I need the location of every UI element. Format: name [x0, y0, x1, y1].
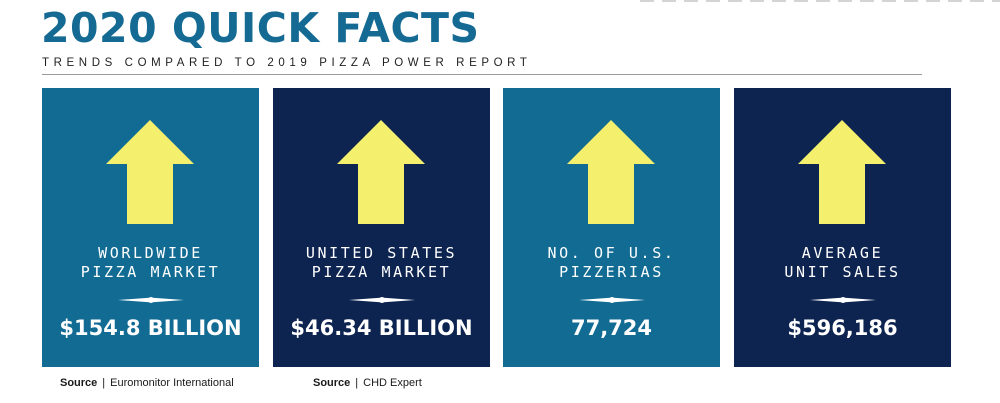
- fact-card-value: $596,186: [787, 316, 898, 340]
- up-arrow-icon: [798, 120, 886, 224]
- fact-card-label-line: UNIT SALES: [784, 263, 901, 281]
- up-arrow-icon: [106, 120, 194, 224]
- fact-card-label: UNITED STATES PIZZA MARKET: [273, 244, 490, 282]
- up-arrow-icon: [337, 120, 425, 224]
- source-name: Euromonitor International: [110, 377, 234, 389]
- page-title: 2020 QUICK FACTS: [41, 4, 480, 52]
- up-arrow-icon: [567, 120, 655, 224]
- ornamental-divider: [579, 297, 645, 303]
- fact-card-label-line: PIZZERIAS: [559, 263, 664, 281]
- fact-card-label-line: WORLDWIDE: [98, 244, 203, 262]
- fact-card-label: NO. OF U.S. PIZZERIAS: [503, 244, 720, 282]
- source-separator: |: [355, 377, 359, 389]
- source-key: Source: [313, 377, 351, 389]
- ornamental-divider: [349, 297, 415, 303]
- fact-card-label-line: PIZZA MARKET: [80, 263, 221, 281]
- fact-card-label-line: NO. OF U.S.: [547, 244, 676, 262]
- fact-card-value: $46.34 BILLION: [290, 316, 473, 340]
- source-name: CHD Expert: [363, 377, 422, 389]
- fact-card-value: 77,724: [570, 316, 653, 340]
- ornamental-divider: [118, 297, 184, 303]
- source-credit-chd-expert: Source | CHD Expert: [313, 377, 422, 389]
- fact-card-average-unit-sales: AVERAGE UNIT SALES $596,186: [734, 88, 951, 367]
- fact-card-label: WORLDWIDE PIZZA MARKET: [42, 244, 259, 282]
- fact-card-us-pizzerias: NO. OF U.S. PIZZERIAS 77,724: [503, 88, 720, 367]
- fact-card-label-line: AVERAGE: [801, 244, 884, 262]
- source-credit-euromonitor: Source | Euromonitor International: [60, 377, 234, 389]
- fact-card-worldwide-pizza-market: WORLDWIDE PIZZA MARKET $154.8 BILLION: [42, 88, 259, 367]
- page-subtitle: TRENDS COMPARED TO 2019 PIZZA POWER REPO…: [42, 57, 532, 69]
- header-divider: [42, 74, 922, 75]
- fact-card-us-pizza-market: UNITED STATES PIZZA MARKET $46.34 BILLIO…: [273, 88, 490, 367]
- fact-card-label-line: UNITED STATES: [305, 244, 458, 262]
- fact-card-value: $154.8 BILLION: [59, 316, 242, 340]
- fact-card-label: AVERAGE UNIT SALES: [734, 244, 951, 282]
- fact-card-label-line: PIZZA MARKET: [311, 263, 452, 281]
- source-key: Source: [60, 377, 98, 389]
- top-decorative-rule: [640, 0, 1000, 2]
- source-separator: |: [102, 377, 106, 389]
- ornamental-divider: [810, 297, 876, 303]
